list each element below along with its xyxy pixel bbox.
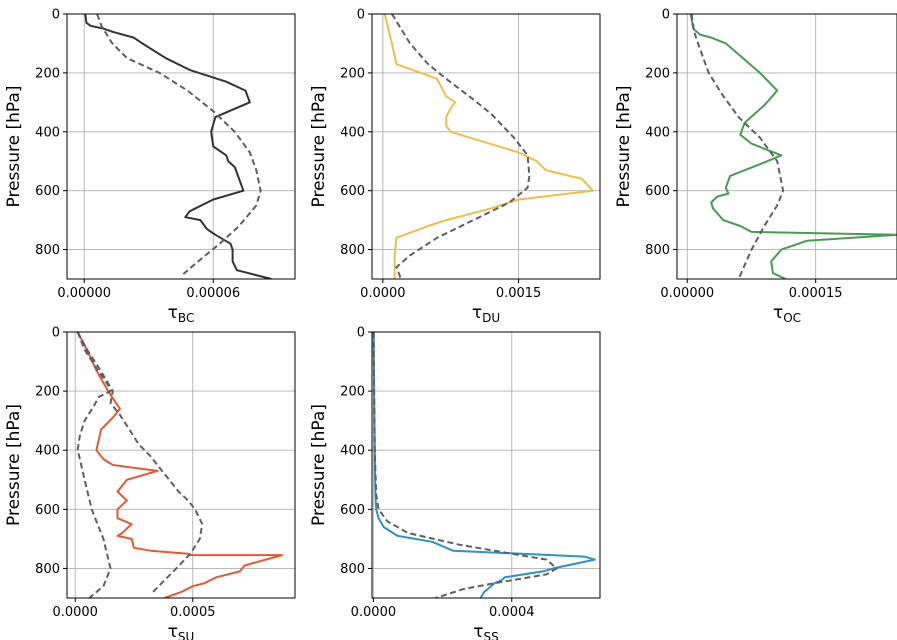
- x-axis-label: τDU: [472, 303, 500, 325]
- y-tick-label: 600: [340, 503, 365, 518]
- subplot-du: 0.0000 0.0015 0 200 400 600 800 τDU Pressure [hP…: [309, 8, 601, 325]
- y-tick-label: 0: [52, 8, 60, 23]
- y-tick-label: 800: [340, 243, 365, 258]
- y-tick-label: 800: [340, 562, 365, 577]
- solid-profile-line-0: [383, 14, 594, 279]
- y-axis-label: Pressure [hPa]: [614, 86, 634, 208]
- axes-frame: [66, 13, 296, 280]
- x-tick-label: 0.0005: [170, 605, 216, 620]
- x-tick-label: 0.00000: [660, 286, 714, 301]
- axes-frame: [66, 331, 296, 599]
- y-axis-label: Pressure [hPa]: [309, 404, 329, 526]
- x-axis-label: τBC: [168, 303, 195, 325]
- subplot-oc: 0.00000 0.00015 0 200 400 600 800 τOC Pressure […: [614, 8, 897, 325]
- y-tick-label: 200: [645, 66, 670, 81]
- dashed-profile-line-1: [690, 14, 785, 279]
- y-tick-label: 400: [340, 444, 365, 459]
- y-tick-label: 600: [35, 503, 60, 518]
- y-tick-label: 600: [645, 184, 670, 199]
- y-tick-label: 0: [662, 8, 670, 23]
- x-tick-label: 0.00015: [789, 286, 843, 301]
- x-axis-label: τOC: [773, 303, 801, 325]
- solid-profile-line-0: [372, 332, 596, 598]
- x-tick-label: 0.0000: [351, 605, 397, 620]
- axes-frame: [676, 13, 897, 280]
- dashed-profile-line-1: [372, 332, 558, 598]
- solid-profile-line-0: [76, 332, 284, 598]
- y-tick-label: 0: [357, 326, 365, 341]
- y-tick-label: 400: [645, 125, 670, 140]
- dashed-profile-line-1: [76, 332, 112, 598]
- dashed-profile-line-1: [96, 14, 262, 277]
- solid-profile-line-0: [689, 14, 897, 279]
- y-tick-label: 200: [35, 66, 60, 81]
- x-tick-label: 0.0015: [496, 286, 542, 301]
- x-tick-label: 0.00000: [57, 286, 111, 301]
- subplot-ss: 0.0000 0.0004 0 200 400 600 800 τSS Pressure [hP…: [309, 326, 601, 640]
- y-tick-label: 400: [340, 125, 365, 140]
- subplot-su: 0.0000 0.0005 0 200 400 600 800 τSU Pressure [hP…: [4, 326, 296, 640]
- y-tick-label: 400: [35, 125, 60, 140]
- y-tick-label: 600: [35, 184, 60, 199]
- x-axis-label: τSU: [168, 622, 195, 640]
- y-tick-label: 800: [35, 243, 60, 258]
- axes-frame: [371, 13, 601, 280]
- y-tick-label: 400: [35, 444, 60, 459]
- y-axis-label: Pressure [hPa]: [4, 404, 24, 526]
- x-tick-label: 0.0000: [52, 605, 98, 620]
- x-tick-label: 0.0000: [360, 286, 406, 301]
- y-tick-label: 200: [340, 385, 365, 400]
- x-tick-label: 0.0004: [489, 605, 535, 620]
- x-axis-label: τSS: [473, 622, 498, 640]
- y-axis-label: Pressure [hPa]: [309, 86, 329, 208]
- subplot-bc: 0.00000 0.00006 0 200 400 600 800 τBC Pressure […: [4, 8, 296, 325]
- y-tick-label: 0: [52, 326, 60, 341]
- solid-profile-line-0: [84, 14, 272, 279]
- dashed-profile-line-1: [391, 14, 531, 279]
- y-tick-label: 600: [340, 184, 365, 199]
- y-tick-label: 800: [35, 562, 60, 577]
- y-tick-label: 200: [340, 66, 365, 81]
- y-tick-label: 0: [357, 8, 365, 23]
- dashed-profile-line-2: [76, 332, 204, 593]
- y-tick-label: 200: [35, 385, 60, 400]
- y-tick-label: 800: [645, 243, 670, 258]
- axes-frame: [371, 331, 601, 599]
- y-axis-label: Pressure [hPa]: [4, 86, 24, 208]
- x-tick-label: 0.00006: [186, 286, 240, 301]
